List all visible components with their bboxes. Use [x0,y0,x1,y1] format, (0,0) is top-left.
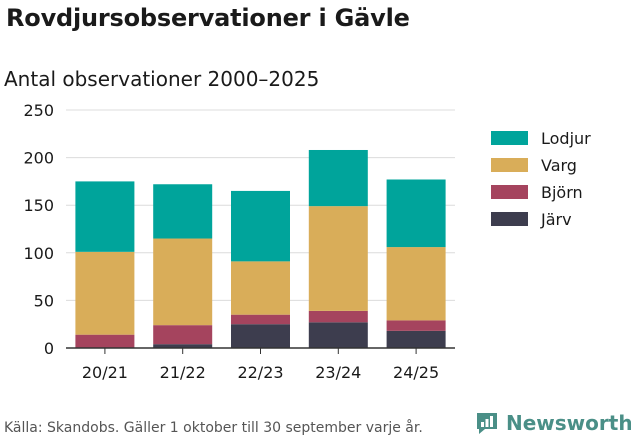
legend-swatch-lodjur [491,131,528,145]
chart-title: Rovdjursobservationer i Gävle [6,4,410,32]
y-tick-label: 50 [34,291,54,310]
bars [75,149,446,348]
source-note: Källa: Skandobs. Gäller 1 oktober till 3… [4,420,423,436]
bar-segment-järv [153,344,213,348]
bar-segment-lodjur [153,184,213,239]
legend-label-järv: Järv [540,210,572,229]
x-tick-label: 22/23 [237,363,283,382]
bar-segment-lodjur [231,190,290,262]
legend-swatch-järv [491,212,528,226]
bar-segment-järv [386,330,446,348]
stacked-bar-chart: 0 50 100 150 200 250 20/21 21/22 22/23 23/24 24/25… [23,101,591,382]
legend-swatch-björn [491,185,528,199]
chart-subtitle: Antal observationer 2000–2025 [4,67,320,91]
bar-segment-björn [153,325,213,345]
brand-logo: Newsworthy [474,408,631,438]
bar-segment-järv [231,324,290,348]
x-tick-label: 21/22 [160,363,206,382]
bar-segment-järv [308,322,368,348]
x-tick-label: 23/24 [315,363,361,382]
bar-segment-lodjur [386,179,446,248]
bar-segment-björn [75,334,135,348]
y-tick-label: 150 [23,196,54,215]
legend: Lodjur Varg Björn Järv [491,129,591,229]
legend-label-varg: Varg [541,156,577,175]
legend-swatch-varg [491,158,528,172]
y-tick-label: 200 [23,149,54,168]
y-tick-label: 0 [44,339,54,358]
brand-name: Newsworthy [506,411,631,435]
bar-segment-varg [231,261,290,315]
bar-segment-björn [308,310,368,323]
bar-segment-lodjur [308,149,368,207]
y-tick-label: 100 [23,244,54,263]
legend-label-björn: Björn [541,183,583,202]
bar-segment-lodjur [75,181,135,252]
bar-segment-björn [386,320,446,331]
axes: 0 50 100 150 200 250 20/21 21/22 22/23 23/24 24/25 [23,101,455,382]
legend-label-lodjur: Lodjur [541,129,591,148]
bar-segment-varg [153,238,213,326]
bar-segment-björn [231,314,290,325]
x-tick-label: 20/21 [82,363,128,382]
x-tick-label: 24/25 [393,363,439,382]
y-tick-label: 250 [23,101,54,120]
bar-segment-varg [308,206,368,311]
bar-segment-varg [75,251,135,335]
newsworthy-logo-icon [477,413,497,434]
bar-segment-varg [386,247,446,321]
